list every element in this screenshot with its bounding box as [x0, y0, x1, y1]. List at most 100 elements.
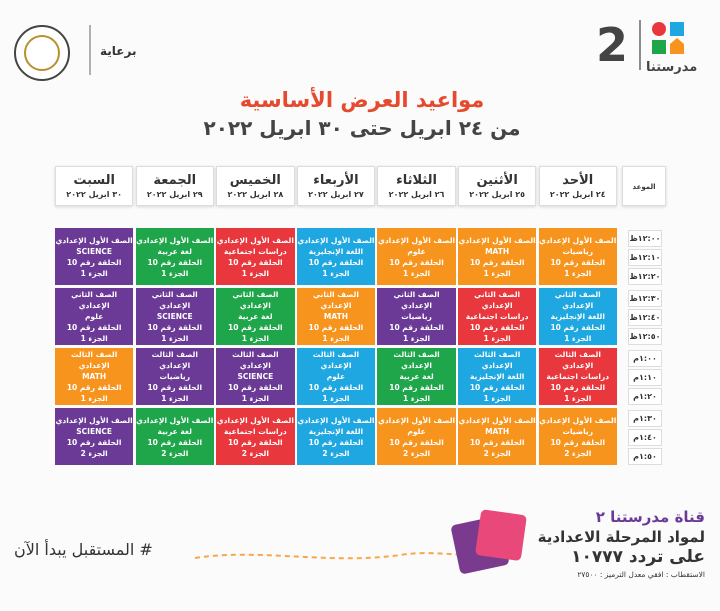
program-line: الصف الأول الإعدادي: [55, 415, 133, 425]
time-slot: ١٢:٠٠ظ: [628, 230, 662, 247]
program-cell: الصف الأول الإعدادي لغة عربية الحلقة رقم 1…: [135, 228, 214, 285]
program-line: لغة عربية: [238, 312, 273, 321]
program-line: الحلقة رقم 10: [550, 323, 606, 332]
program-cell: الصف الأول الإعدادي لغة عربية الحلقة رقم 1…: [135, 408, 214, 465]
program-line: الصف الثالث الإعدادي: [393, 350, 440, 370]
program-line: الحلقة رقم 10: [469, 383, 525, 392]
program-line: الجزء 1: [241, 394, 269, 403]
program-line: MATH: [485, 426, 510, 436]
time-slot: ١٢:٣٠ظ: [628, 290, 662, 307]
day-header: الثلاثاء ٢٦ ابريل ٢٠٢٢: [377, 166, 456, 206]
program-cell: الصف الثاني الإعدادي علوم الحلقة رقم 10 الج…: [54, 288, 134, 345]
program-line: الصف الثاني الإعدادي: [474, 290, 521, 310]
footer-frequency: على تردد ١٠٧٧٧: [571, 547, 705, 567]
program-line: الحلقة رقم 10: [147, 437, 203, 447]
program-line: الجزء 1: [402, 334, 431, 343]
program-line: الجزء 1: [161, 394, 189, 403]
program-line: الحلقة رقم 10: [308, 323, 364, 332]
program-cell: الصف الثاني الإعدادي لغة عربية الحلقة رقم …: [216, 288, 295, 345]
program-line: الحلقة رقم 10: [550, 257, 606, 267]
program-line: الصف الأول الإعدادي: [297, 235, 375, 245]
day-name: الخميس: [229, 173, 281, 188]
program-line: الجزء 2: [402, 448, 431, 458]
program-line: الجزء 1: [483, 268, 511, 278]
program-line: الحلقة رقم 10: [308, 257, 364, 267]
program-line: الجزء 2: [241, 448, 269, 458]
day-name: الأربعاء: [313, 173, 359, 188]
program-cell: الصف الثالث الإعدادي لغة عربية الحلقة رقم …: [377, 348, 456, 405]
footer-stage: لمواد المرحلة الاعدادية: [537, 528, 705, 546]
time-label: الموعد: [632, 183, 656, 191]
program-line: علوم: [407, 426, 426, 436]
program-line: الجزء 1: [241, 334, 269, 343]
program-line: الصف الثاني الإعدادي: [232, 290, 279, 310]
program-line: رياضيات: [562, 246, 594, 256]
program-line: الحلقة رقم 10: [389, 257, 444, 267]
program-cell: الصف الأول الإعدادي SCIENCE الحلقة رقم 10 ا…: [54, 408, 134, 465]
program-line: الجزء 2: [322, 448, 350, 458]
program-cell: الصف الأول الإعدادي رياضيات الحلقة رقم 10 ا…: [538, 408, 617, 465]
program-line: الحلقة رقم 10: [469, 323, 525, 332]
time-slot: ١:٢٠م: [628, 388, 662, 405]
program-cell: الصف الأول الإعدادي MATH الحلقة رقم 10 الجز…: [457, 228, 537, 285]
program-line: SCIENCE: [156, 312, 193, 321]
program-cell: الصف الأول الإعدادي رياضيات الحلقة رقم 10 ا…: [538, 228, 617, 285]
footer-details: الاستقطاب : افقي معدل الترميز : ٢٧٥٠٠: [577, 570, 705, 579]
program-line: الصف الثاني الإعدادي: [393, 290, 440, 310]
day-header: الأحد ٢٤ ابريل ٢٠٢٢: [538, 166, 617, 206]
day-name: الثلاثاء: [396, 173, 438, 188]
program-line: الجزء 1: [322, 394, 350, 403]
program-line: الحلقة رقم 10: [66, 383, 122, 392]
program-line: رياضيات: [562, 426, 594, 436]
day-date: ٣٠ ابريل ٢٠٢٢: [66, 190, 122, 199]
program-line: اللغة الإنجليزية: [308, 426, 364, 436]
time-slot: ١٢:٤٠ظ: [628, 309, 662, 326]
day-header: السبت ٣٠ ابريل ٢٠٢٢: [54, 166, 134, 206]
program-line: الحلقة رقم 10: [389, 437, 444, 447]
program-cell: الصف الأول الإعدادي علوم الحلقة رقم 10 الجز…: [377, 228, 456, 285]
day-header: الخميس ٢٨ ابريل ٢٠٢٢: [216, 166, 295, 206]
program-line: لغة عربية: [157, 426, 192, 436]
program-line: الجزء 1: [564, 394, 592, 403]
program-line: الصف الثاني الإعدادي: [554, 290, 601, 310]
program-cell: الصف الأول الإعدادي MATH الحلقة رقم 10 الجز…: [457, 408, 537, 465]
program-line: الصف الأول الإعدادي: [458, 415, 536, 425]
program-line: الحلقة رقم 10: [66, 437, 122, 447]
program-line: الجزء 1: [483, 394, 511, 403]
program-line: SCIENCE: [76, 246, 112, 256]
brand: مدرستنا: [646, 60, 698, 75]
program-line: الجزء 1: [161, 268, 189, 278]
program-line: MATH: [485, 246, 510, 256]
day-date: ٢٤ ابريل ٢٠٢٢: [549, 190, 606, 199]
program-line: الجزء 2: [161, 448, 189, 458]
program-line: الحلقة رقم 10: [469, 437, 525, 447]
time-slot: ١٢:٥٠ظ: [628, 328, 662, 345]
program-line: الصف الأول الإعدادي: [458, 235, 536, 245]
program-line: اللغة الإنجليزية: [308, 246, 364, 256]
time-slot: ١:٠٠م: [628, 350, 662, 367]
program-line: الحلقة رقم 10: [228, 257, 283, 267]
program-line: الصف الأول الإعدادي: [539, 415, 617, 425]
program-line: الجزء 1: [322, 334, 350, 343]
program-cell: الصف الثالث الإعدادي علوم الحلقة رقم 10 الج…: [296, 348, 376, 405]
day-date: ٢٦ ابريل ٢٠٢٢: [388, 190, 445, 199]
program-line: الحلقة رقم 10: [66, 323, 122, 332]
program-line: دراسات اجتماعية: [223, 246, 287, 256]
program-cell: الصف الأول الإعدادي علوم الحلقة رقم 10 الجز…: [377, 408, 456, 465]
program-line: الحلقة رقم 10: [308, 383, 364, 392]
day-date: ٢٩ ابريل ٢٠٢٢: [146, 190, 203, 199]
program-line: الجزء 2: [80, 448, 108, 458]
program-line: الجزء 1: [80, 394, 108, 403]
day-date: ٢٥ ابريل ٢٠٢٢: [469, 190, 525, 199]
title: مواعيد العرض الأساسية: [239, 88, 485, 112]
program-line: الصف الأول الإعدادي: [377, 235, 456, 245]
day-name: الأثنين: [476, 173, 518, 188]
program-cell: الصف الثالث الإعدادي MATH الحلقة رقم 10 الج…: [54, 348, 134, 405]
program-line: دراسات اجتماعية: [465, 312, 529, 321]
program-line: علوم: [407, 246, 426, 256]
program-cell: الصف الثالث الإعدادي اللغة الإنجليزية الحل…: [457, 348, 537, 405]
day-name: الأحد: [562, 173, 594, 188]
program-line: MATH: [82, 372, 107, 381]
program-line: الصف الثاني الإعدادي: [312, 290, 359, 310]
